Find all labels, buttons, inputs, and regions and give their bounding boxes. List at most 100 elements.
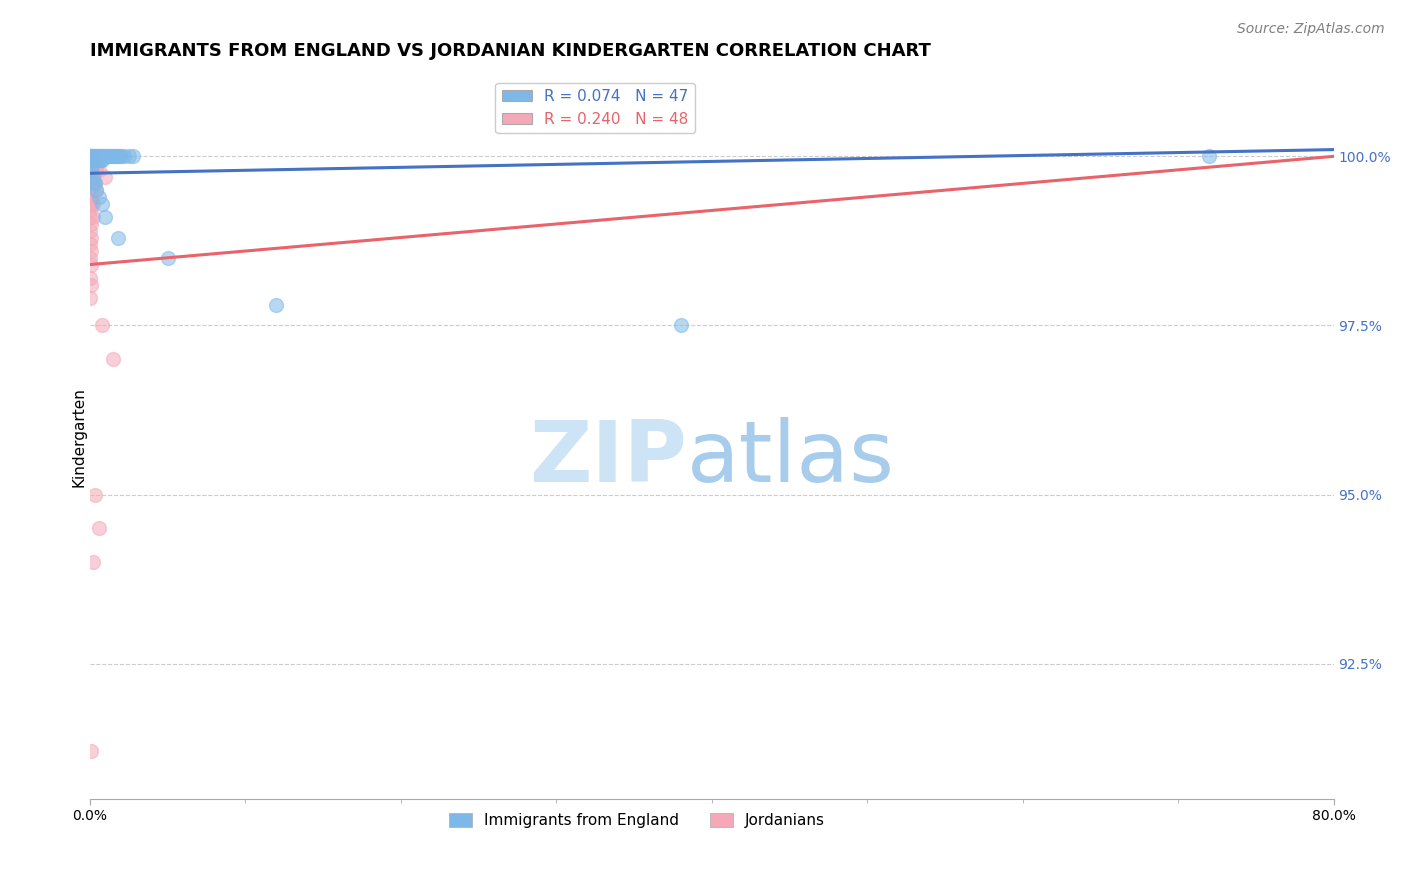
Point: [80, 177, 103, 191]
Point: [98, 149, 121, 163]
Point: [80, 156, 103, 170]
Point: [79, 149, 101, 163]
Point: [94, 149, 117, 163]
Point: [83, 177, 105, 191]
Point: [84, 153, 107, 167]
Point: [84, 183, 107, 197]
Point: [82, 149, 104, 163]
Point: [79, 203, 101, 218]
Point: [79, 162, 101, 177]
Point: [80, 162, 103, 177]
Point: [80, 196, 103, 211]
Point: [82, 149, 104, 163]
Point: [82, 196, 104, 211]
Point: [80, 744, 103, 758]
Point: [89, 190, 111, 204]
Point: [101, 149, 124, 163]
Point: [107, 230, 129, 244]
Point: [80, 217, 103, 231]
Point: [79, 156, 101, 170]
Point: [79, 190, 101, 204]
Point: [156, 251, 179, 265]
Point: [79, 237, 101, 252]
Point: [83, 162, 105, 177]
Point: [105, 149, 128, 163]
Point: [84, 162, 107, 177]
Point: [80, 149, 103, 163]
Point: [90, 149, 112, 163]
Point: [91, 318, 114, 333]
Point: [108, 149, 131, 163]
Legend: Immigrants from England, Jordanians: Immigrants from England, Jordanians: [443, 807, 831, 835]
Point: [97, 149, 120, 163]
Point: [80, 169, 103, 184]
Point: [80, 153, 103, 167]
Point: [79, 251, 101, 265]
Point: [80, 162, 103, 177]
Point: [79, 211, 101, 225]
Y-axis label: Kindergarten: Kindergarten: [72, 387, 86, 487]
Point: [89, 149, 111, 163]
Point: [100, 149, 122, 163]
Text: ZIP: ZIP: [529, 417, 686, 500]
Point: [82, 211, 104, 225]
Point: [80, 190, 103, 204]
Point: [101, 352, 124, 367]
Point: [91, 149, 114, 163]
Point: [122, 149, 145, 163]
Point: [79, 224, 101, 238]
Point: [89, 153, 111, 167]
Point: [80, 277, 103, 292]
Point: [110, 149, 132, 163]
Point: [79, 271, 101, 285]
Point: [83, 153, 105, 167]
Point: [79, 153, 101, 167]
Point: [91, 196, 114, 211]
Point: [112, 149, 135, 163]
Point: [93, 149, 115, 163]
Point: [104, 149, 127, 163]
Point: [82, 555, 104, 569]
Point: [80, 149, 103, 163]
Point: [89, 521, 111, 535]
Point: [79, 149, 101, 163]
Text: IMMIGRANTS FROM ENGLAND VS JORDANIAN KINDERGARTEN CORRELATION CHART: IMMIGRANTS FROM ENGLAND VS JORDANIAN KIN…: [90, 42, 931, 60]
Point: [79, 156, 101, 170]
Point: [79, 183, 101, 197]
Point: [266, 298, 288, 312]
Point: [1198, 149, 1220, 163]
Point: [79, 196, 101, 211]
Point: [86, 153, 108, 167]
Point: [86, 156, 108, 170]
Point: [84, 149, 107, 163]
Point: [83, 149, 105, 163]
Point: [83, 487, 105, 501]
Text: Source: ZipAtlas.com: Source: ZipAtlas.com: [1237, 22, 1385, 37]
Point: [96, 149, 118, 163]
Point: [83, 156, 105, 170]
Point: [82, 153, 104, 167]
Point: [80, 230, 103, 244]
Point: [82, 169, 104, 184]
Point: [79, 177, 101, 191]
Point: [86, 149, 108, 163]
Point: [94, 211, 117, 225]
Point: [79, 169, 101, 184]
Point: [94, 169, 117, 184]
Text: atlas: atlas: [686, 417, 894, 500]
Point: [669, 318, 692, 333]
Point: [107, 149, 129, 163]
Point: [82, 177, 104, 191]
Point: [79, 292, 101, 306]
Point: [82, 177, 104, 191]
Point: [82, 156, 104, 170]
Point: [89, 162, 111, 177]
Point: [90, 153, 112, 167]
Point: [80, 244, 103, 258]
Point: [91, 153, 114, 167]
Point: [82, 169, 104, 184]
Point: [80, 258, 103, 272]
Point: [118, 149, 141, 163]
Point: [80, 162, 103, 177]
Point: [83, 177, 105, 191]
